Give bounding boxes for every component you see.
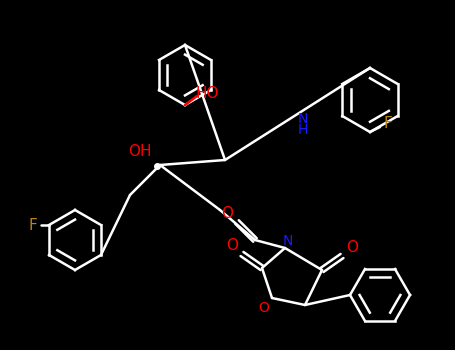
Text: F: F — [384, 117, 392, 132]
Text: O: O — [226, 238, 238, 253]
Text: O: O — [221, 206, 233, 222]
Text: OH: OH — [128, 144, 152, 159]
Text: O: O — [346, 240, 358, 256]
Text: HO: HO — [195, 85, 219, 100]
Text: N: N — [297, 112, 308, 126]
Text: F: F — [29, 217, 37, 232]
Text: N: N — [283, 234, 293, 248]
Text: H: H — [297, 123, 308, 137]
Text: O: O — [258, 301, 269, 315]
